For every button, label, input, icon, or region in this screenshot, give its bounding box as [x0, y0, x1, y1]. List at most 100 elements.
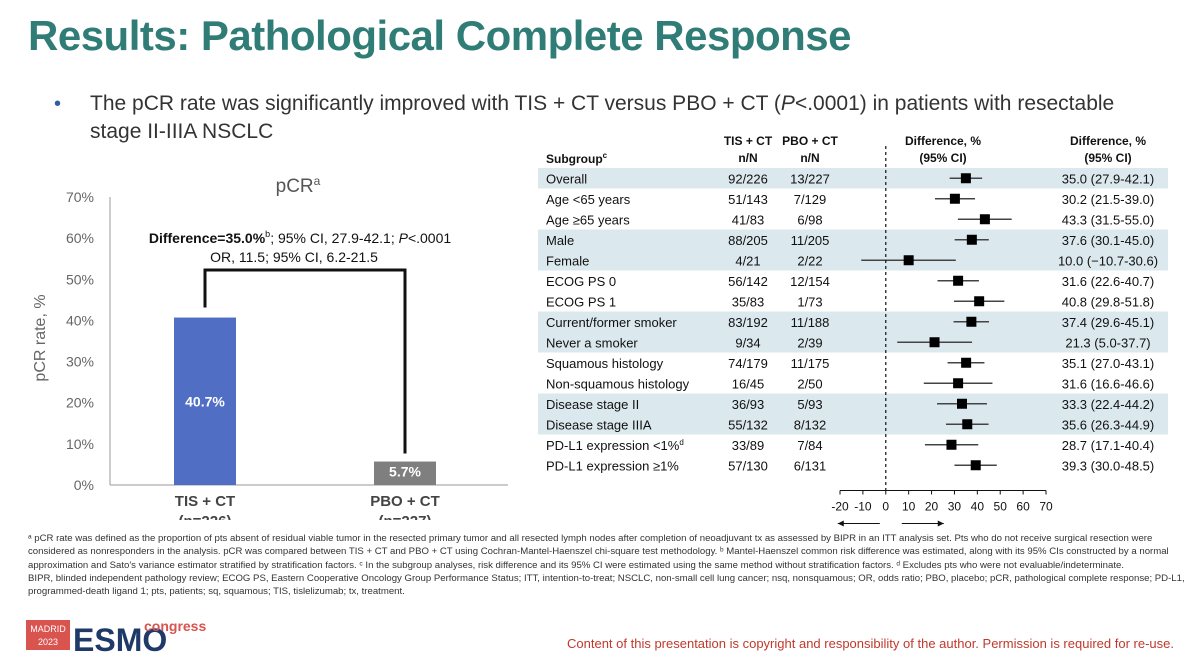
footnote-abbreviations: BIPR, blinded independent pathology revi… — [28, 572, 1185, 598]
forest-row: Non-squamous histology 16/45 2/50 31.6 (16.… — [546, 376, 1154, 391]
logo-brand: ESMO — [73, 622, 167, 658]
y-tick-label: 60% — [66, 230, 94, 246]
bar-pbo-ct — [374, 461, 436, 485]
y-tick-label: 0% — [74, 477, 94, 493]
difference-ci-text: 40.8 (29.8-51.8) — [1062, 294, 1155, 309]
pbo-ct-count: 11/175 — [791, 356, 830, 371]
y-tick-label: 70% — [66, 189, 94, 205]
bullet-p-italic: P — [780, 92, 795, 115]
tis-ct-count: 36/93 — [732, 397, 765, 412]
forest-row: ECOG PS 0 56/142 12/154 31.6 (22.6-40.7) — [546, 274, 1154, 289]
row-shading — [538, 250, 1168, 271]
pbo-ct-count: 13/227 — [790, 171, 830, 186]
tis-ct-count: 4/21 — [735, 253, 760, 268]
difference-ci-text: 35.1 (27.0-43.1) — [1062, 356, 1155, 371]
pbo-ct-count: 1/73 — [797, 294, 822, 309]
subgroup-label: Female — [546, 253, 589, 268]
pbo-ct-count: 5/93 — [797, 397, 822, 412]
tis-ct-count: 56/142 — [728, 274, 768, 289]
y-axis-label: pCR rate, % — [32, 294, 49, 381]
tis-ct-count: 51/143 — [728, 192, 768, 207]
pbo-ct-count: 7/84 — [797, 438, 822, 453]
bullet-text-part: <.0001) in patients with resectable stag… — [90, 92, 1115, 143]
header-difference-plot-sub: (95% CI) — [919, 151, 966, 165]
point-estimate — [929, 337, 940, 348]
tis-ct-count: 55/132 — [728, 417, 768, 432]
header-pbo-ct: PBO + CT — [782, 134, 838, 148]
point-estimate — [903, 255, 914, 266]
x-tick-label: 50 — [994, 500, 1008, 514]
subgroup-label: PD-L1 expression ≥1% — [546, 458, 679, 473]
difference-ci-text: 28.7 (17.1-40.4) — [1062, 438, 1155, 453]
tis-ct-count: 33/89 — [732, 438, 765, 453]
pbo-ct-count: 12/154 — [790, 274, 830, 289]
pbo-ct-count: 8/132 — [794, 417, 827, 432]
chart-title: pCRa — [276, 175, 321, 197]
pbo-ct-count: 7/129 — [794, 192, 827, 207]
difference-ci-text: 21.3 (5.0-37.7) — [1065, 335, 1150, 350]
difference-ci-text: 10.0 (−10.7-30.6) — [1058, 253, 1158, 268]
tis-ct-count: 88/205 — [728, 233, 768, 248]
forest-row: PD-L1 expression <1%d 33/89 7/84 28.7 (17.1… — [546, 438, 1154, 453]
subgroup-label: ECOG PS 0 — [546, 274, 616, 289]
forest-row: Age ≥65 years 41/83 6/98 43.3 (31.5-55.0) — [546, 212, 1154, 227]
point-estimate — [956, 398, 967, 409]
header-subgroup: Subgroupc — [546, 151, 608, 166]
esmo-logo: MADRID 2023 ESMO congress — [26, 618, 206, 658]
logo-year: 2023 — [38, 637, 58, 647]
copyright-notice: Content of this presentation is copyrigh… — [567, 636, 1174, 651]
x-tick-label: 60 — [1016, 500, 1030, 514]
x-category-n: (n=226) — [179, 513, 232, 520]
x-tick-label: -20 — [831, 500, 849, 514]
tis-ct-count: 41/83 — [732, 212, 765, 227]
forest-row: Female 4/21 2/22 10.0 (−10.7-30.6) — [538, 250, 1168, 271]
tis-ct-count: 74/179 — [728, 356, 768, 371]
pbo-ct-count: 11/188 — [791, 315, 830, 330]
arrowhead-right-icon — [937, 520, 944, 527]
forest-row: Squamous histology 74/179 11/175 35.1 (27.0… — [546, 356, 1154, 371]
forest-row: Age <65 years 51/143 7/129 30.2 (21.5-39.0) — [546, 192, 1154, 207]
subgroup-label: Never a smoker — [546, 335, 638, 350]
difference-ci-text: 31.6 (16.6-46.6) — [1062, 376, 1155, 391]
point-estimate — [960, 173, 971, 184]
forest-row: ECOG PS 1 35/83 1/73 40.8 (29.8-51.8) — [546, 294, 1154, 309]
row-shading — [538, 229, 1168, 250]
point-estimate — [962, 419, 973, 430]
subgroup-forest-plot: Overall 92/226 13/227 35.0 (27.9-42.1) Age <… — [538, 134, 1168, 527]
bullet-text: The pCR rate was significantly improved … — [90, 90, 1170, 146]
subgroup-label: Disease stage IIIA — [546, 417, 652, 432]
subgroup-label: PD-L1 expression <1%d — [546, 438, 684, 453]
bar-value-label: 5.7% — [389, 464, 421, 480]
row-shading — [538, 332, 1168, 353]
bar-tis-ct — [174, 317, 236, 485]
point-estimate — [974, 296, 985, 307]
bar-value-label: 40.7% — [185, 393, 225, 409]
header-difference-plot: Difference, % — [905, 134, 981, 148]
header-tis-ct: TIS + CT — [724, 134, 773, 148]
forest-row: Overall 92/226 13/227 35.0 (27.9-42.1) — [538, 168, 1168, 189]
subgroup-label: ECOG PS 1 — [546, 294, 616, 309]
pcr-bar-chart: pCRa pCR rate, % 0% 10% 20% 30% 40% 50% 60% 70%… — [32, 175, 508, 520]
forest-row: Male 88/205 11/205 37.6 (30.1-45.0) — [538, 229, 1168, 250]
pbo-ct-count: 2/39 — [797, 335, 822, 350]
subgroup-label: Age <65 years — [546, 192, 631, 207]
x-tick-label: 70 — [1039, 500, 1053, 514]
footnotes: ᵃ pCR rate was defined as the proportion… — [28, 532, 1193, 598]
pbo-ct-count: 6/98 — [797, 212, 822, 227]
logo-red-box — [26, 620, 70, 650]
footnote-definitions: ᵃ pCR rate was defined as the proportion… — [28, 533, 1169, 571]
x-tick-label: 40 — [971, 500, 985, 514]
pbo-ct-count: 6/131 — [794, 458, 827, 473]
difference-ci-text: 37.6 (30.1-45.0) — [1062, 233, 1155, 248]
point-estimate — [961, 357, 972, 368]
slide-title: Results: Pathological Complete Response — [28, 12, 852, 59]
tis-ct-count: 83/192 — [728, 315, 768, 330]
tis-ct-count: 9/34 — [735, 335, 760, 350]
subgroup-label: Non-squamous histology — [546, 376, 690, 391]
point-estimate — [966, 316, 977, 327]
x-category-label: TIS + CT — [175, 493, 235, 510]
point-estimate — [953, 275, 964, 286]
point-estimate — [953, 378, 964, 389]
difference-ci-text: 35.6 (26.3-44.9) — [1062, 417, 1155, 432]
point-estimate — [966, 234, 977, 245]
